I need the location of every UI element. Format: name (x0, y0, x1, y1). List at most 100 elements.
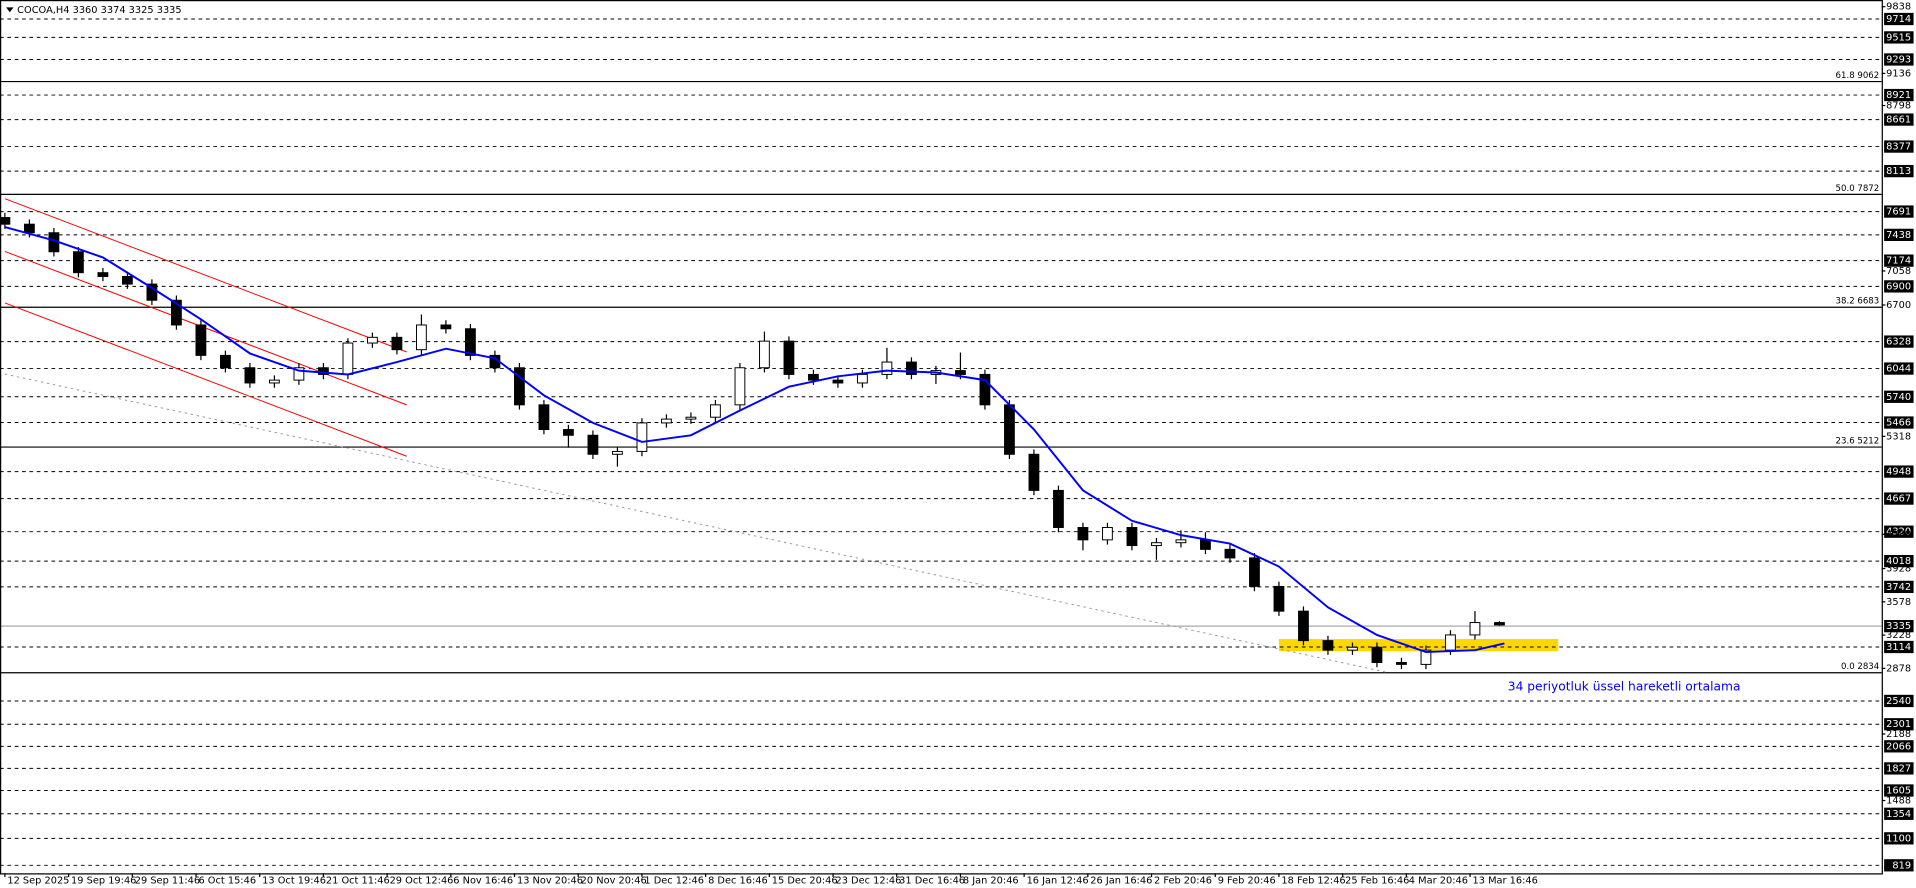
candle-body (342, 342, 354, 375)
level-box (1884, 465, 1914, 478)
level-label: 4667 (1886, 494, 1911, 505)
level-label: 1605 (1886, 785, 1911, 796)
fib-label: 50.0 7872 (1836, 184, 1880, 194)
candle-body (587, 434, 599, 455)
level-box (1884, 280, 1914, 293)
x-tick-label: 26 Jan 16:46 (1090, 876, 1152, 887)
candle-body (636, 422, 648, 452)
candle-body (122, 275, 133, 285)
candle-body (171, 299, 182, 326)
candle-body (220, 354, 231, 369)
level-box (1884, 140, 1914, 153)
candle-body (1004, 404, 1015, 455)
level-label: 5466 (1886, 418, 1911, 429)
candle-body (514, 367, 525, 406)
level-label: 2301 (1886, 719, 1911, 730)
level-box (1884, 164, 1914, 178)
x-tick-label: 20 Nov 20:46 (581, 876, 647, 887)
y-tick-label: 6700 (1886, 300, 1911, 311)
candle-body (734, 367, 746, 406)
x-tick-label: 4 Mar 20:46 (1409, 876, 1468, 887)
current-price-label: 3335 (1886, 621, 1911, 632)
level-label: 9515 (1886, 32, 1911, 43)
x-tick-label: 19 Sep 19:46 (71, 876, 136, 887)
candle-body (808, 373, 819, 381)
level-box (1884, 694, 1914, 708)
level-label: 1354 (1886, 809, 1911, 820)
y-tick-label: 9838 (1886, 2, 1911, 13)
candle-body (244, 367, 256, 384)
candle-body (1347, 646, 1358, 651)
level-label: 7438 (1886, 230, 1911, 241)
candle-body (979, 373, 991, 406)
level-label: 3114 (1886, 642, 1911, 653)
x-tick-label: 13 Nov 20:46 (517, 876, 583, 887)
level-label: 4018 (1886, 556, 1911, 567)
level-box (1884, 12, 1914, 26)
x-tick-label: 25 Feb 16:46 (1345, 876, 1409, 887)
x-tick-label: 29 Sep 11:46 (135, 876, 200, 887)
level-box (1884, 718, 1914, 731)
level-box (1884, 859, 1914, 872)
candle-body (195, 324, 207, 356)
level-label: 6328 (1886, 337, 1911, 348)
y-tick-label: 4288 (1886, 529, 1911, 540)
candle-body (710, 404, 721, 418)
x-tick-label: 8 Jan 20:46 (963, 876, 1019, 887)
level-box (1884, 31, 1914, 44)
candle-body (1102, 526, 1113, 541)
candle-body (416, 324, 427, 351)
candle-body (391, 336, 403, 351)
x-tick-label: 15 Dec 20:46 (772, 876, 838, 887)
level-label: 8377 (1886, 142, 1911, 153)
y-tick-label: 7058 (1886, 266, 1911, 277)
level-box (1884, 390, 1914, 403)
x-tick-label: 31 Dec 16:46 (899, 876, 965, 887)
candle-body (661, 418, 672, 424)
channel-line (4, 302, 407, 457)
candle-body (1249, 557, 1260, 587)
x-tick-label: 2 Feb 20:46 (1154, 876, 1212, 887)
x-tick-label: 6 Nov 16:46 (453, 876, 513, 887)
candle-body (24, 223, 35, 234)
channel-line (4, 198, 407, 353)
candle-body (783, 340, 795, 375)
candle-body (1053, 489, 1064, 528)
candle-body (1298, 610, 1309, 642)
candle-body (563, 429, 574, 436)
y-tick-label: 9136 (1886, 68, 1911, 79)
candle-body (0, 217, 11, 225)
candle-body (1396, 662, 1407, 665)
level-box (1884, 640, 1914, 654)
x-tick-label: 12 Sep 2025 (7, 876, 69, 887)
level-box (1884, 832, 1914, 845)
level-label: 819 (1892, 860, 1911, 871)
candle-body (1077, 526, 1089, 541)
ema-annotation: 34 periyotluk üssel hareketli ortalama (1508, 679, 1741, 693)
level-label: 6044 (1886, 364, 1911, 375)
candle-body (1224, 548, 1236, 559)
level-label: 1100 (1886, 833, 1911, 844)
candle-body (440, 324, 452, 330)
y-tick-label: 2188 (1886, 729, 1911, 740)
candle-body (269, 379, 280, 384)
y-tick-label: 3578 (1886, 597, 1911, 608)
trendline (4, 373, 1387, 673)
candle-body (906, 361, 917, 375)
candle-body (465, 328, 476, 356)
level-box (1884, 580, 1914, 594)
candle-body (1322, 640, 1334, 651)
level-box (1884, 254, 1914, 267)
level-box (1884, 113, 1914, 126)
level-label: 8921 (1886, 90, 1911, 101)
level-box (1884, 762, 1914, 775)
menu-arrow[interactable] (6, 7, 14, 13)
candle-body (367, 336, 378, 344)
x-tick-label: 9 Feb 20:46 (1218, 876, 1276, 887)
candle-body (97, 272, 109, 277)
level-label: 7691 (1886, 207, 1911, 218)
candle-body (1200, 539, 1211, 550)
candle-body (318, 367, 329, 375)
ema-line (4, 226, 1505, 654)
